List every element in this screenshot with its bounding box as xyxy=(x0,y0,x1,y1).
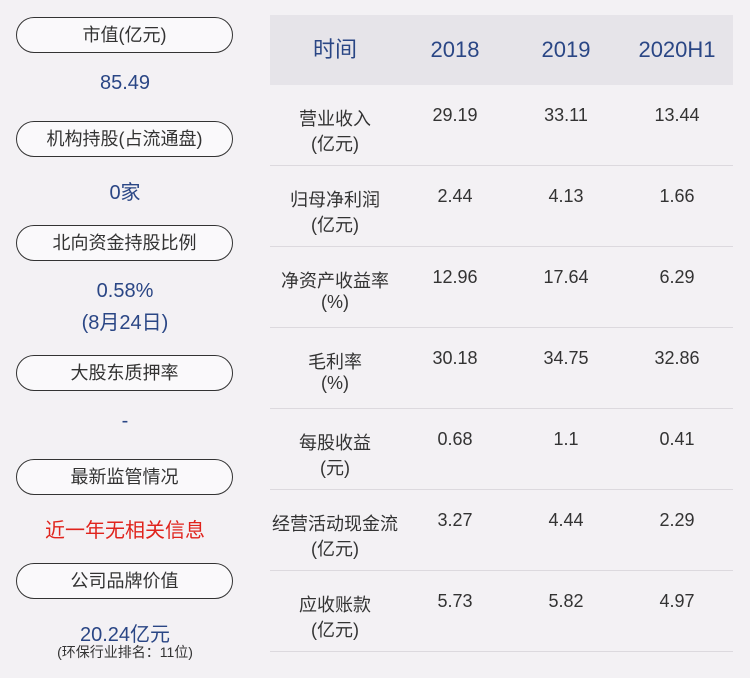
row-divider xyxy=(270,651,733,652)
row-unit: (亿元) xyxy=(311,215,359,235)
row-value: 5.73 xyxy=(437,591,473,611)
header-cell: 时间 xyxy=(312,37,357,62)
row-label: 每股收益 xyxy=(299,433,371,453)
info-value: 0家 xyxy=(109,182,141,204)
row-value: 29.19 xyxy=(432,105,478,125)
row-unit: (元) xyxy=(320,458,350,478)
row-label: 应收账款 xyxy=(299,595,371,615)
row-value: 2.44 xyxy=(437,186,473,206)
info-label: 北向资金持股比例 xyxy=(16,225,233,261)
row-divider xyxy=(270,408,733,409)
row-value: 4.13 xyxy=(548,186,584,206)
row-label: 毛利率 xyxy=(308,352,362,372)
row-value: 17.64 xyxy=(543,267,589,287)
info-label: 大股东质押率 xyxy=(16,355,233,391)
row-value: 32.86 xyxy=(654,348,700,368)
row-unit: (亿元) xyxy=(311,539,359,559)
row-value: 4.44 xyxy=(548,510,584,530)
row-value: 33.11 xyxy=(544,105,588,125)
row-value: 1.66 xyxy=(659,186,695,206)
info-value: - xyxy=(121,410,129,432)
header-cell: 2018 xyxy=(430,37,480,62)
row-value: 4.97 xyxy=(659,591,695,611)
info-label: 最新监管情况 xyxy=(16,459,233,495)
info-note: (8月24日) xyxy=(81,312,169,334)
header-cell: 2020H1 xyxy=(638,37,716,62)
row-unit: (%) xyxy=(321,373,349,393)
row-value: 12.96 xyxy=(432,267,478,287)
row-value: 0.41 xyxy=(659,429,695,449)
row-divider xyxy=(270,165,733,166)
row-label: 净资产收益率 xyxy=(281,271,389,291)
row-unit: (亿元) xyxy=(311,134,359,154)
row-divider xyxy=(270,570,733,571)
info-label: 机构持股(占流通盘) xyxy=(16,121,233,157)
row-unit: (亿元) xyxy=(311,620,359,640)
row-value: 0.68 xyxy=(437,429,473,449)
row-label: 经营活动现金流 xyxy=(272,514,398,534)
info-label: 市值(亿元) xyxy=(16,17,233,53)
table-header-bg xyxy=(270,15,733,85)
info-value: 近一年无相关信息 xyxy=(45,520,205,542)
info-value: 20.24亿元 xyxy=(79,624,171,646)
row-unit: (%) xyxy=(321,292,349,312)
row-label: 营业收入 xyxy=(299,109,371,129)
row-divider xyxy=(270,327,733,328)
row-value: 2.29 xyxy=(659,510,695,530)
row-value: 6.29 xyxy=(659,267,695,287)
row-value: 3.27 xyxy=(437,510,473,530)
row-value: 5.82 xyxy=(548,591,584,611)
info-value: 85.49 xyxy=(99,72,151,94)
info-note: (环保行业排名：11位) xyxy=(57,644,193,660)
row-value: 13.44 xyxy=(654,105,700,125)
row-value: 34.75 xyxy=(543,348,589,368)
info-value: 0.58% xyxy=(96,280,154,302)
row-label: 归母净利润 xyxy=(290,190,380,210)
header-cell: 2019 xyxy=(541,37,591,62)
row-value: 1.1 xyxy=(553,429,579,449)
info-label: 公司品牌价值 xyxy=(16,563,233,599)
row-value: 30.18 xyxy=(432,348,478,368)
row-divider xyxy=(270,489,733,490)
row-divider xyxy=(270,246,733,247)
